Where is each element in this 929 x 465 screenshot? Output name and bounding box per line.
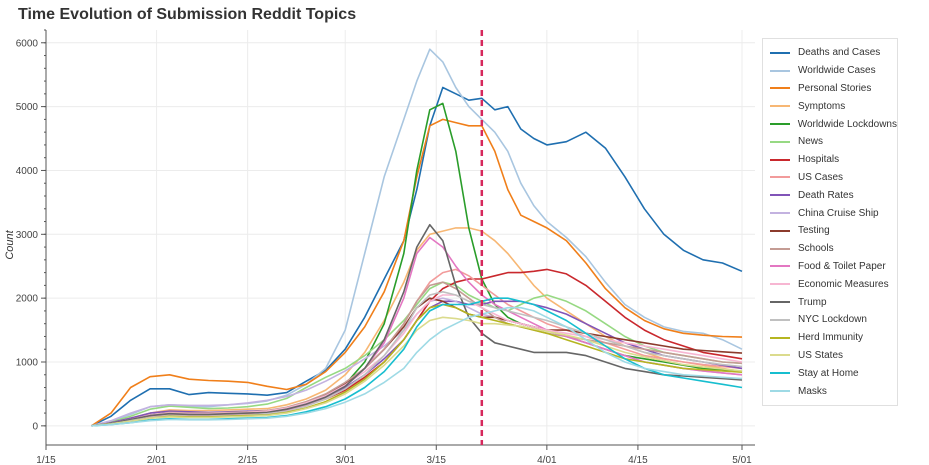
legend-swatch bbox=[770, 212, 790, 215]
legend-swatch bbox=[770, 372, 790, 375]
x-tick-label: 3/01 bbox=[335, 455, 355, 465]
legend-label: News bbox=[798, 136, 824, 148]
legend-swatch bbox=[770, 247, 790, 250]
legend-label: Food & Toilet Paper bbox=[798, 260, 886, 272]
legend-item[interactable]: US Cases bbox=[763, 169, 897, 187]
legend-item[interactable]: Masks bbox=[763, 382, 897, 400]
series-line-masks bbox=[91, 306, 743, 427]
legend-item[interactable]: Personal Stories bbox=[763, 80, 897, 98]
legend-label: Death Rates bbox=[798, 189, 854, 201]
legend-label: Worldwide Cases bbox=[798, 65, 876, 77]
y-tick-label: 6000 bbox=[16, 38, 39, 49]
legend-swatch bbox=[770, 105, 790, 108]
legend-item[interactable]: US States bbox=[763, 347, 897, 365]
series-line-worldwide-lockdowns bbox=[91, 102, 743, 427]
legend-item[interactable]: Deaths and Cases bbox=[763, 44, 897, 62]
legend-swatch bbox=[770, 390, 790, 393]
legend-swatch bbox=[770, 87, 790, 90]
legend-label: Deaths and Cases bbox=[798, 47, 881, 59]
legend-item[interactable]: Death Rates bbox=[763, 186, 897, 204]
y-tick-label: 3000 bbox=[16, 230, 39, 241]
legend-swatch bbox=[770, 229, 790, 232]
legend-item[interactable]: Economic Measures bbox=[763, 275, 897, 293]
legend-swatch bbox=[770, 140, 790, 143]
x-tick-label: 3/15 bbox=[427, 455, 447, 465]
legend-label: NYC Lockdown bbox=[798, 314, 867, 326]
y-tick-label: 0 bbox=[32, 421, 38, 432]
series-line-hospitals bbox=[91, 268, 743, 427]
x-tick-label: 2/01 bbox=[147, 455, 167, 465]
legend-swatch bbox=[770, 194, 790, 197]
legend-label: Personal Stories bbox=[798, 82, 872, 94]
x-tick-label: 1/15 bbox=[36, 455, 56, 465]
legend-label: Symptoms bbox=[798, 100, 846, 112]
series-lines bbox=[91, 48, 743, 427]
legend-label: Stay at Home bbox=[798, 367, 859, 379]
legend-label: US Cases bbox=[798, 171, 844, 183]
series-line-news bbox=[91, 281, 743, 427]
legend-item[interactable]: Worldwide Cases bbox=[763, 62, 897, 80]
legend-label: Herd Immunity bbox=[798, 332, 864, 344]
legend-item[interactable]: Worldwide Lockdowns bbox=[763, 115, 897, 133]
legend-item[interactable]: China Cruise Ship bbox=[763, 204, 897, 222]
legend-swatch bbox=[770, 318, 790, 321]
legend-swatch bbox=[770, 301, 790, 304]
x-tick-label: 5/01 bbox=[732, 455, 752, 465]
legend-swatch bbox=[770, 158, 790, 161]
legend-item[interactable]: Schools bbox=[763, 240, 897, 258]
series-line-us-states bbox=[91, 316, 743, 427]
legend-item[interactable]: Food & Toilet Paper bbox=[763, 258, 897, 276]
y-tick-label: 1000 bbox=[16, 358, 39, 369]
legend-item[interactable]: NYC Lockdown bbox=[763, 311, 897, 329]
legend-item[interactable]: Hospitals bbox=[763, 151, 897, 169]
legend-swatch bbox=[770, 51, 790, 54]
grid bbox=[45, 30, 755, 445]
y-tick-label: 5000 bbox=[16, 102, 39, 113]
series-line-deaths-and-cases bbox=[91, 86, 743, 427]
legend-label: US States bbox=[798, 349, 844, 361]
legend-swatch bbox=[770, 265, 790, 268]
legend-swatch bbox=[770, 123, 790, 126]
legend-swatch bbox=[770, 176, 790, 179]
legend-label: Worldwide Lockdowns bbox=[797, 118, 897, 130]
legend-swatch bbox=[770, 283, 790, 286]
axes: 0 1000 2000 3000 4000 5000 6000 1/15 2/01 2/15 3/0… bbox=[16, 29, 755, 465]
legend-label: Testing bbox=[798, 225, 830, 237]
legend-label: Hospitals bbox=[798, 154, 840, 166]
series-line-worldwide-cases bbox=[91, 48, 743, 427]
y-tick-label: 2000 bbox=[16, 294, 39, 305]
series-line-us-cases bbox=[91, 268, 743, 427]
legend-item[interactable]: Stay at Home bbox=[763, 364, 897, 382]
legend-item[interactable]: Testing bbox=[763, 222, 897, 240]
series-line-personal-stories bbox=[91, 118, 743, 427]
x-tick-label: 4/01 bbox=[537, 455, 557, 465]
legend-label: China Cruise Ship bbox=[798, 207, 879, 219]
legend-item[interactable]: News bbox=[763, 133, 897, 151]
legend-swatch bbox=[770, 336, 790, 339]
legend-label: Masks bbox=[798, 385, 827, 397]
x-tick-label: 2/15 bbox=[238, 455, 258, 465]
y-tick-label: 4000 bbox=[16, 166, 39, 177]
legend-label: Trump bbox=[798, 296, 827, 308]
legend: Deaths and Cases Worldwide Cases Personal … bbox=[762, 38, 898, 406]
legend-label: Economic Measures bbox=[798, 278, 889, 290]
y-axis-label: Count bbox=[4, 229, 16, 259]
legend-item[interactable]: Trump bbox=[763, 293, 897, 311]
series-line-trump bbox=[91, 223, 743, 427]
x-tick-label: 4/15 bbox=[628, 455, 648, 465]
legend-swatch bbox=[770, 69, 790, 72]
legend-swatch bbox=[770, 354, 790, 357]
series-line-food-toilet-paper bbox=[91, 236, 743, 427]
chart-title: Time Evolution of Submission Reddit Topi… bbox=[18, 6, 357, 23]
legend-label: Schools bbox=[798, 243, 834, 255]
legend-item[interactable]: Symptoms bbox=[763, 97, 897, 115]
legend-item[interactable]: Herd Immunity bbox=[763, 329, 897, 347]
